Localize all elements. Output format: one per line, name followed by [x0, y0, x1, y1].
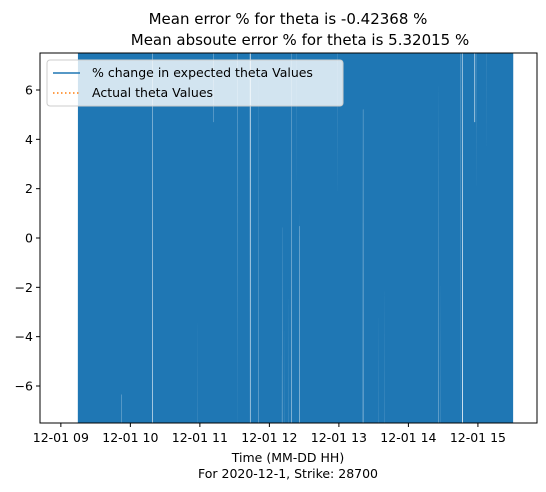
y-tick-label: 4 — [25, 132, 33, 147]
series-group — [77, 53, 514, 423]
chart-title-line2: Mean absoute error % for theta is 5.3201… — [131, 31, 469, 49]
chart-title-line1: Mean error % for theta is -0.42368 % — [149, 10, 428, 28]
y-tick-label: 0 — [25, 231, 33, 246]
series-line-expected-theta — [77, 53, 514, 423]
x-axis-sublabel: For 2020-12-1, Strike: 28700 — [198, 466, 378, 481]
legend-label-series-1: Actual theta Values — [92, 85, 213, 100]
x-axis-label: Time (MM-DD HH) — [231, 450, 344, 465]
y-tick-label: 2 — [25, 181, 33, 196]
x-tick-label: 12-01 11 — [172, 430, 228, 445]
x-tick-label: 12-01 10 — [102, 430, 158, 445]
x-tick-label: 12-01 12 — [241, 430, 297, 445]
y-axis: −6 −4 −2 0 2 4 6 — [15, 83, 40, 394]
x-tick-label: 12-01 09 — [33, 430, 89, 445]
legend-label-series-0: % change in expected theta Values — [92, 65, 313, 80]
x-tick-label: 12-01 13 — [311, 430, 367, 445]
x-axis: 12-01 09 12-01 10 12-01 11 12-01 12 12-01 13… — [33, 423, 506, 445]
y-tick-label: −4 — [15, 329, 33, 344]
legend-box — [46, 59, 344, 107]
x-tick-label: 12-01 14 — [380, 430, 436, 445]
legend: % change in expected theta Values Actual… — [46, 59, 344, 107]
x-tick-label: 12-01 15 — [450, 430, 506, 445]
y-tick-label: −2 — [15, 280, 33, 295]
y-tick-label: 6 — [25, 83, 33, 98]
y-tick-label: −6 — [15, 379, 33, 394]
